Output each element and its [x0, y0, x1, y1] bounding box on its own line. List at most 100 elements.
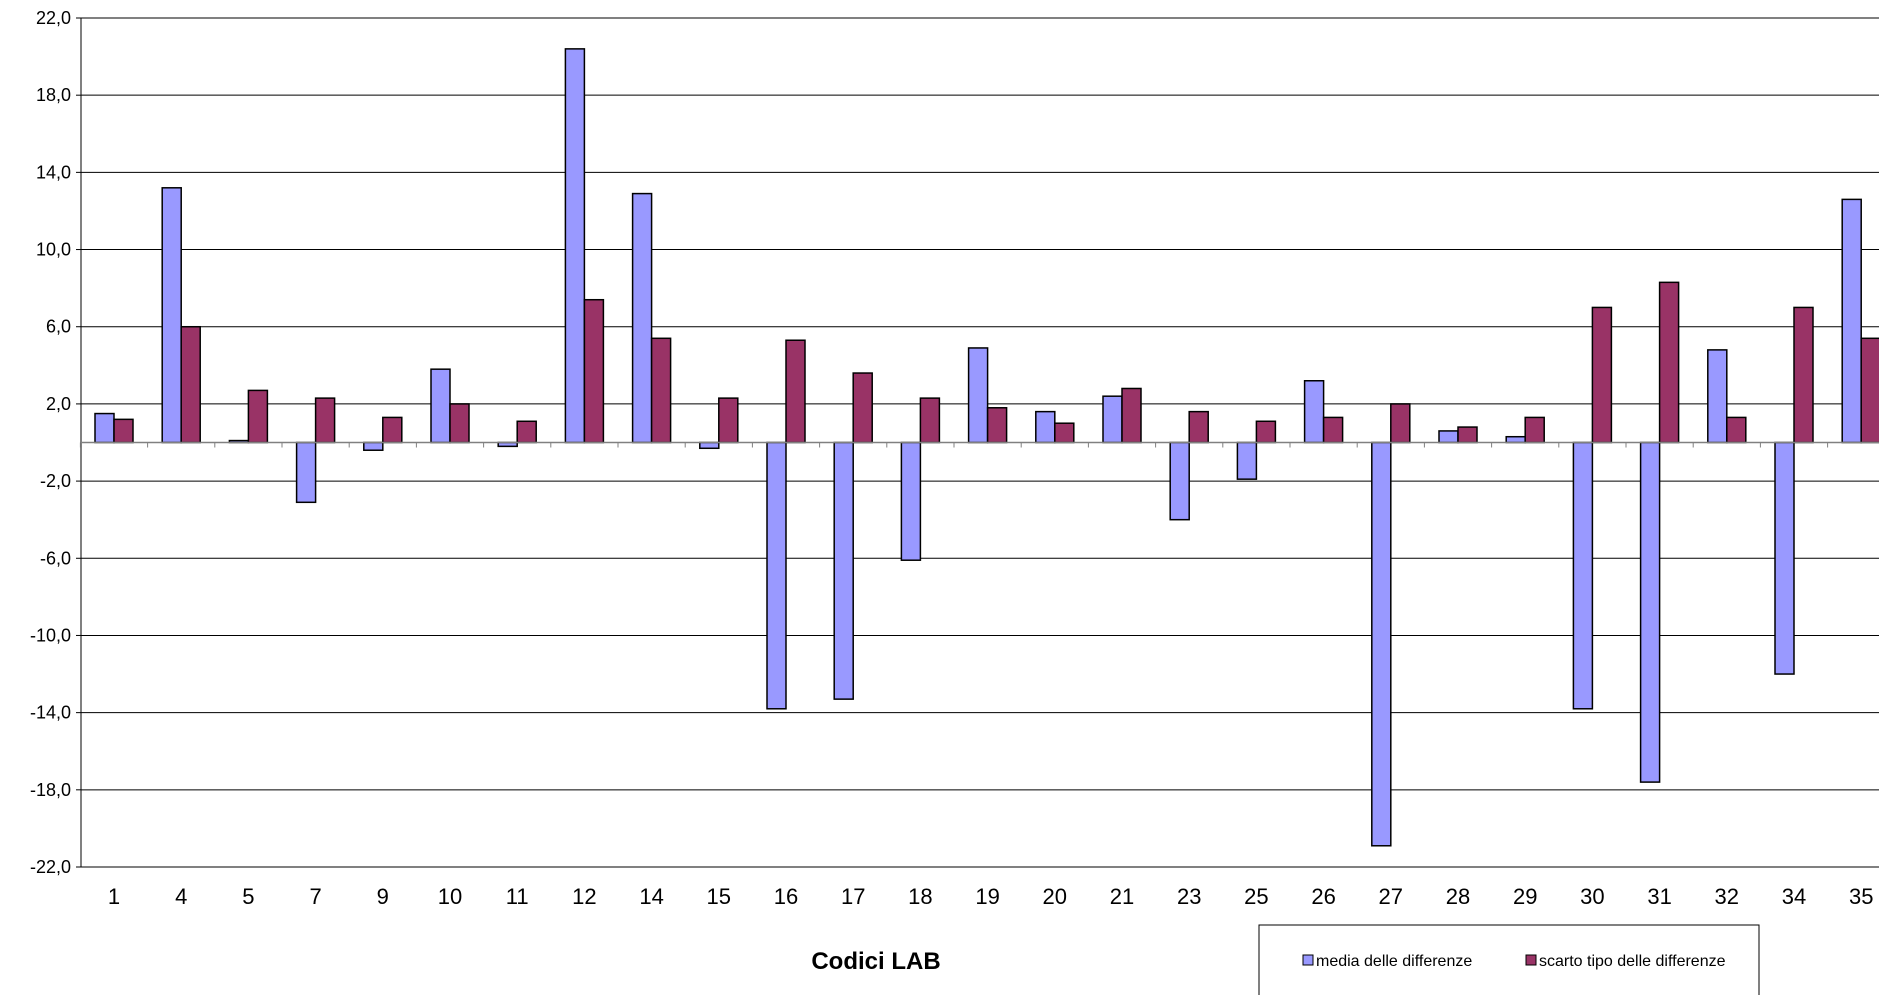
- bar-scarto: [583, 298, 605, 444]
- y-tick-label: -14,0: [30, 703, 71, 723]
- legend-swatch-scarto: [1525, 954, 1537, 966]
- x-axis-label: Codici LAB: [811, 948, 940, 975]
- bar-media: [295, 441, 317, 504]
- x-tick-label: 30: [1580, 884, 1604, 909]
- x-tick-label: 11: [506, 884, 529, 909]
- x-tick-label: 7: [309, 884, 321, 909]
- x-tick-label: 12: [572, 884, 596, 909]
- bar-scarto: [1188, 410, 1209, 444]
- x-tick-label: 27: [1379, 884, 1403, 909]
- legend-swatch-media: [1302, 954, 1314, 966]
- bar-media: [363, 441, 384, 451]
- bar-scarto: [1255, 420, 1277, 444]
- bar-media: [1371, 441, 1392, 847]
- bar-media: [1774, 441, 1795, 675]
- y-tick-label: -6,0: [40, 548, 71, 568]
- x-tick-label: 16: [774, 884, 798, 909]
- x-tick-label: 32: [1715, 884, 1739, 909]
- bar-media: [1102, 395, 1123, 444]
- x-tick-label: 17: [841, 884, 865, 909]
- y-tick-label: 6,0: [46, 317, 71, 337]
- x-tick-label: 19: [975, 884, 999, 909]
- x-tick-label: 10: [438, 884, 462, 909]
- bar-scarto: [113, 418, 134, 444]
- bar-scarto: [986, 407, 1008, 444]
- x-tick-label: 25: [1244, 884, 1268, 909]
- y-tick-label: -2,0: [40, 471, 71, 491]
- bar-media: [1169, 441, 1190, 521]
- x-tick-label: 21: [1110, 884, 1134, 909]
- y-tick-label: -18,0: [30, 780, 71, 800]
- x-tick-label: 35: [1849, 884, 1873, 909]
- x-tick-label: 15: [707, 884, 731, 909]
- bar-scarto: [314, 397, 336, 444]
- bar-media: [430, 368, 451, 444]
- x-tick-label: 23: [1177, 884, 1201, 909]
- bar-media: [833, 441, 854, 700]
- x-tick-label: 28: [1446, 884, 1470, 909]
- bar-media: [631, 192, 653, 444]
- zero-axis: [79, 441, 1879, 448]
- bar-media: [699, 441, 720, 450]
- y-tick-label: 22,0: [36, 8, 71, 28]
- x-axis-ticks: 1 4 5 7 9 10 11 12 14 15 16 17 18 19 20 21 23 25 26 27 28 29 3…: [108, 884, 1874, 909]
- x-tick-label: 4: [175, 884, 187, 909]
- x-tick-label: 9: [377, 884, 389, 909]
- bar-scarto: [1591, 306, 1613, 444]
- y-tick-label: 14,0: [36, 162, 71, 182]
- y-axis-ticks: 22,0 18,0 14,0 10,0 6,0 2,0 -2,0 -6,0 -10,0 -14,0…: [30, 8, 71, 877]
- bar-media: [1572, 441, 1594, 710]
- bar-media: [766, 441, 787, 710]
- x-tick-label: 31: [1647, 884, 1671, 909]
- bar-media: [161, 187, 182, 444]
- bar-scarto: [449, 403, 470, 444]
- bar-media: [1639, 441, 1661, 783]
- bar-scarto: [1658, 281, 1680, 444]
- y-tick-label: 18,0: [36, 85, 71, 105]
- legend-label-media: media delle differenze: [1316, 953, 1472, 970]
- bar-media: [94, 412, 115, 444]
- legend-box: [1258, 924, 1760, 995]
- y-tick-label: -10,0: [30, 625, 71, 645]
- bar-scarto: [718, 397, 739, 444]
- x-tick-label: 1: [108, 884, 120, 909]
- bar-media: [967, 347, 989, 444]
- x-tick-label: 20: [1043, 884, 1067, 909]
- x-tick-label: 5: [242, 884, 254, 909]
- y-tick-label: 10,0: [36, 240, 71, 260]
- bar-scarto: [1457, 426, 1478, 444]
- bars: [94, 48, 1879, 847]
- bar-scarto: [1860, 337, 1879, 444]
- bar-scarto: [180, 325, 201, 444]
- bar-scarto: [1322, 416, 1344, 444]
- bar-scarto: [1054, 422, 1075, 444]
- bar-scarto: [1793, 306, 1814, 444]
- legend: media delle differenze scarto tipo delle…: [1258, 924, 1760, 995]
- bar-scarto: [785, 339, 806, 444]
- bar-media: [1035, 410, 1056, 444]
- bar-scarto: [247, 389, 269, 444]
- y-tick-label: -22,0: [30, 857, 71, 877]
- x-tick-label: 14: [639, 884, 663, 909]
- bar-media: [1303, 380, 1325, 444]
- x-tick-label: 26: [1311, 884, 1335, 909]
- bar-scarto: [1121, 387, 1142, 444]
- bar-scarto: [919, 397, 941, 444]
- bar-scarto: [1390, 403, 1411, 444]
- bar-scarto: [1524, 416, 1545, 444]
- legend-label-scarto: scarto tipo delle differenze: [1539, 953, 1726, 970]
- bar-scarto: [1726, 416, 1747, 444]
- bar-media: [1236, 441, 1258, 480]
- bar-scarto: [516, 420, 537, 444]
- bar-media: [564, 48, 586, 444]
- x-tick-label: 29: [1513, 884, 1537, 909]
- bar-scarto: [650, 337, 672, 444]
- x-tick-label: 34: [1782, 884, 1806, 909]
- bar-media: [1438, 430, 1459, 444]
- bar-media: [1505, 435, 1526, 444]
- bar-media: [1707, 349, 1728, 444]
- bar-media: [1841, 198, 1862, 444]
- x-tick-label: 18: [908, 884, 932, 909]
- bar-scarto: [852, 372, 873, 444]
